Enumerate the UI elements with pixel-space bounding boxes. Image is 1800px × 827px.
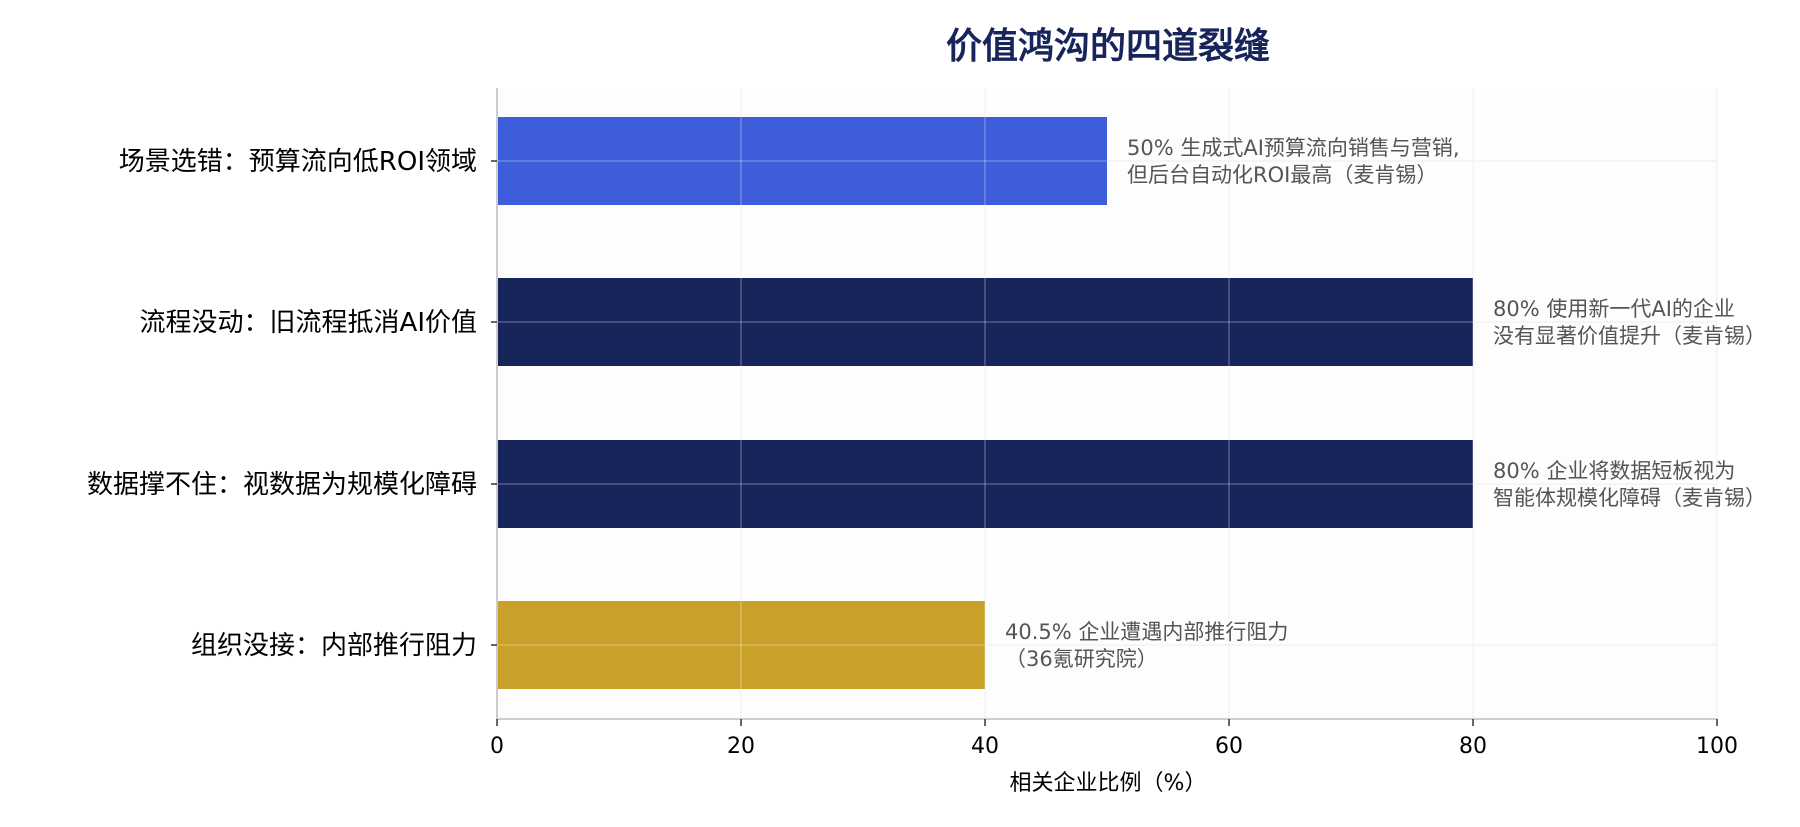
bar-annotation: 40.5% 企业遭遇内部推行阻力 (1005, 620, 1288, 644)
bar-2 (497, 278, 1473, 366)
bar-3 (497, 440, 1473, 528)
chart-title: 价值鸿沟的四道裂缝 (946, 25, 1270, 67)
bar-annotation: （36氪研究院） (1005, 647, 1158, 671)
bar-1 (497, 117, 1107, 205)
axes (491, 88, 1718, 726)
bars (497, 117, 1473, 689)
x-tick-label: 60 (1215, 734, 1243, 759)
x-tick-label: 100 (1696, 734, 1738, 759)
bar-annotation: 50% 生成式AI预算流向销售与营销, (1127, 136, 1460, 160)
x-tick-label: 80 (1459, 734, 1487, 759)
bar-annotation: 没有显著价值提升（麦肯锡） (1493, 324, 1766, 348)
x-tick-label: 0 (490, 734, 504, 759)
y-tick-label: 组织没接：内部推行阻力 (191, 631, 477, 661)
grid-overlay (497, 88, 1718, 719)
x-tick-label: 40 (971, 734, 999, 759)
bar-annotation: 80% 使用新一代AI的企业 (1493, 297, 1735, 321)
x-tick-label: 20 (727, 734, 755, 759)
x-axis-title: 相关企业比例（%） (1010, 771, 1207, 796)
y-tick-label: 数据撑不住：视数据为规模化障碍 (87, 470, 477, 500)
labels: 场景选错：预算流向低ROI领域 50% 生成式AI预算流向销售与营销, 但后台自动化… (87, 136, 1766, 759)
bar-annotation: 智能体规模化障碍（麦肯锡） (1493, 486, 1766, 510)
bar-annotation: 但后台自动化ROI最高（麦肯锡） (1127, 163, 1437, 187)
y-tick-label: 场景选错：预算流向低ROI领域 (119, 147, 477, 177)
bar-4 (497, 601, 985, 689)
y-tick-label: 流程没动：旧流程抵消AI价值 (140, 308, 477, 338)
bar-annotation: 80% 企业将数据短板视为 (1493, 459, 1735, 483)
